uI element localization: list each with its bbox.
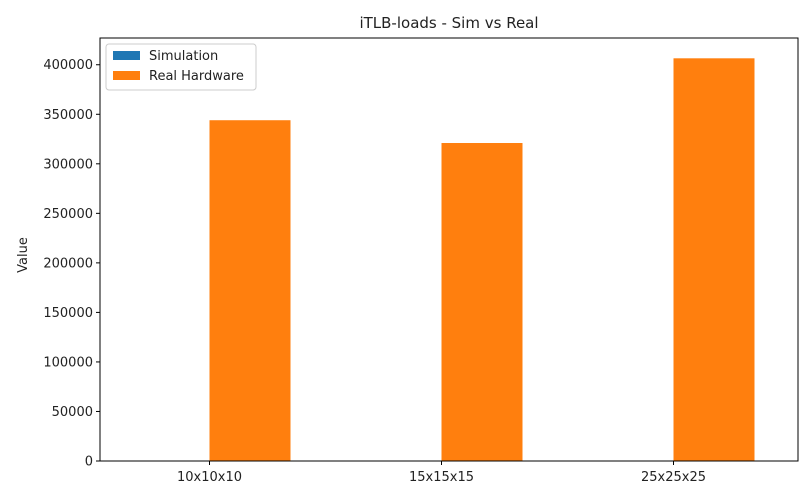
- legend-swatch-real-hardware: [113, 71, 140, 80]
- y-tick-label: 100000: [43, 355, 93, 370]
- bars-group: [209, 58, 755, 462]
- y-axis-title: Value: [16, 237, 31, 273]
- x-tick-label: 10x10x10: [177, 470, 242, 485]
- x-tick-label: 25x25x25: [641, 470, 706, 485]
- plot-frame: [99, 37, 799, 462]
- y-tick-label: 50000: [52, 405, 93, 420]
- chart-title: iTLB-loads - Sim vs Real: [359, 14, 538, 32]
- x-tick-label: 15x15x15: [409, 470, 474, 485]
- legend-label: Real Hardware: [149, 69, 244, 84]
- y-tick-label: 350000: [43, 108, 93, 123]
- legend: Simulation Real Hardware: [105, 43, 257, 91]
- bar-real-hardware-25x25x25: [673, 58, 755, 462]
- bar-real-hardware-10x10x10: [209, 120, 291, 462]
- legend-box: [105, 43, 257, 91]
- y-tick-label: 400000: [43, 58, 93, 73]
- y-axis: 0 50000 100000 150000 200000 250000 300000 3500…: [43, 58, 100, 470]
- bar-real-hardware-15x15x15: [441, 143, 523, 461]
- y-tick-label: 0: [85, 455, 93, 470]
- y-tick-label: 250000: [43, 207, 93, 222]
- y-tick-label: 150000: [43, 306, 93, 321]
- y-tick-label: 300000: [43, 157, 93, 172]
- y-tick-label: 200000: [43, 256, 93, 271]
- legend-swatch-simulation: [113, 51, 140, 60]
- legend-label: Simulation: [149, 49, 218, 64]
- x-axis: 10x10x10 15x15x15 25x25x25: [177, 461, 706, 485]
